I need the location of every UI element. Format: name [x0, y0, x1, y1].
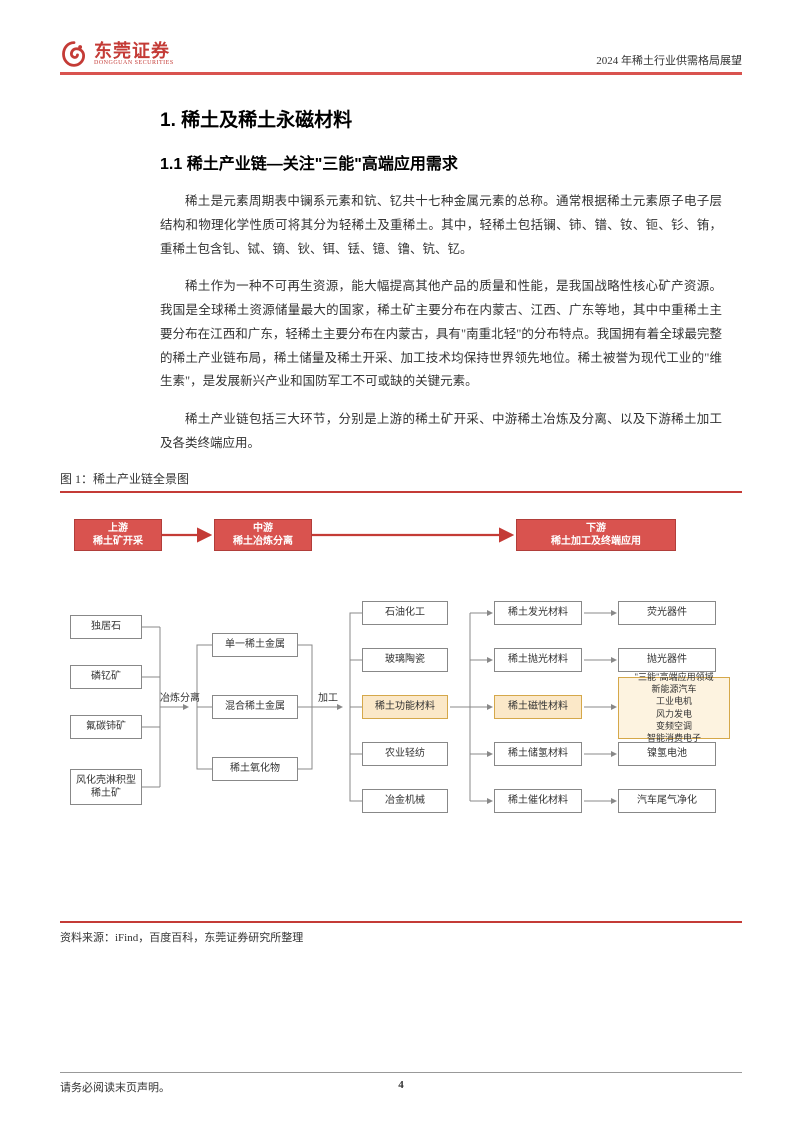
upstream-node-3: 风化壳淋积型 稀土矿 [70, 769, 142, 805]
figure-1-caption: 图 1：稀土产业链全景图 [60, 470, 742, 493]
proc-node-1: 玻璃陶瓷 [362, 648, 448, 672]
stage-upstream-l2: 稀土矿开采 [93, 536, 143, 547]
logo-icon [60, 40, 88, 68]
section-1-title: 1. 稀土及稀土永磁材料 [160, 105, 742, 132]
paragraph-1: 稀土是元素周期表中镧系元素和钪、钇共十七种金属元素的总称。通常根据稀土元素原子电… [160, 190, 722, 261]
stage-upstream: 上游稀土矿开采 [74, 519, 162, 551]
stage-downstream-l2: 稀土加工及终端应用 [551, 536, 641, 547]
logo-text-en: DONGGUAN SECURITIES [94, 60, 174, 66]
footer-disclaimer: 请务必阅读末页声明。 [60, 1079, 170, 1095]
app-node-1: 抛光器件 [618, 648, 716, 672]
upstream-node-1: 磷钇矿 [70, 665, 142, 689]
func-node-0: 稀土发光材料 [494, 601, 582, 625]
logo-text-cn: 东莞证券 [94, 42, 174, 60]
mid-node-1: 混合稀土金属 [212, 695, 298, 719]
func-node-1: 稀土抛光材料 [494, 648, 582, 672]
proc-node-2: 稀土功能材料 [362, 695, 448, 719]
func-node-2: 稀土磁性材料 [494, 695, 582, 719]
stage-midstream-l1: 中游 [253, 523, 273, 534]
stage-downstream-l1: 下游 [586, 523, 606, 534]
mid-node-2: 稀土氧化物 [212, 757, 298, 781]
app-node-4: 汽车尾气净化 [618, 789, 716, 813]
stage-downstream: 下游稀土加工及终端应用 [516, 519, 676, 551]
footer-page-number: 4 [398, 1079, 404, 1091]
figure-1-source: 资料来源：iFind，百度百科，东莞证券研究所整理 [60, 921, 742, 945]
upstream-node-2: 氟碳铈矿 [70, 715, 142, 739]
proc-node-3: 农业轻纺 [362, 742, 448, 766]
label-smelting: 冶炼分离 [160, 689, 200, 704]
app-node-2: "三能"高端应用领域 新能源汽车 工业电机 风力发电 变频空调 智能消费电子 [618, 677, 730, 739]
section-1-1-title: 1.1 稀土产业链—关注"三能"高端应用需求 [160, 150, 742, 174]
stage-midstream-l2: 稀土冶炼分离 [233, 536, 293, 547]
logo: 东莞证券 DONGGUAN SECURITIES [60, 40, 174, 68]
label-processing: 加工 [318, 689, 338, 704]
page-header: 东莞证券 DONGGUAN SECURITIES 2024 年稀土行业供需格局展… [60, 40, 742, 75]
upstream-node-0: 独居石 [70, 615, 142, 639]
paragraph-3: 稀土产业链包括三大环节，分别是上游的稀土矿开采、中游稀土冶炼及分离、以及下游稀土… [160, 408, 722, 456]
paragraph-2: 稀土作为一种不可再生资源，能大幅提高其他产品的质量和性能，是我国战略性核心矿产资… [160, 275, 722, 394]
proc-node-4: 冶金机械 [362, 789, 448, 813]
app-node-0: 荧光器件 [618, 601, 716, 625]
func-node-3: 稀土储氢材料 [494, 742, 582, 766]
header-report-title: 2024 年稀土行业供需格局展望 [596, 52, 742, 68]
proc-node-0: 石油化工 [362, 601, 448, 625]
func-node-4: 稀土催化材料 [494, 789, 582, 813]
figure-1-diagram: 上游稀土矿开采 中游稀土冶炼分离 下游稀土加工及终端应用 独居石 磷钇矿 氟碳铈… [60, 511, 742, 911]
stage-upstream-l1: 上游 [108, 523, 128, 534]
stage-midstream: 中游稀土冶炼分离 [214, 519, 312, 551]
page-footer: 请务必阅读末页声明。 4 [60, 1072, 742, 1095]
app-node-3: 镍氢电池 [618, 742, 716, 766]
mid-node-0: 单一稀土金属 [212, 633, 298, 657]
